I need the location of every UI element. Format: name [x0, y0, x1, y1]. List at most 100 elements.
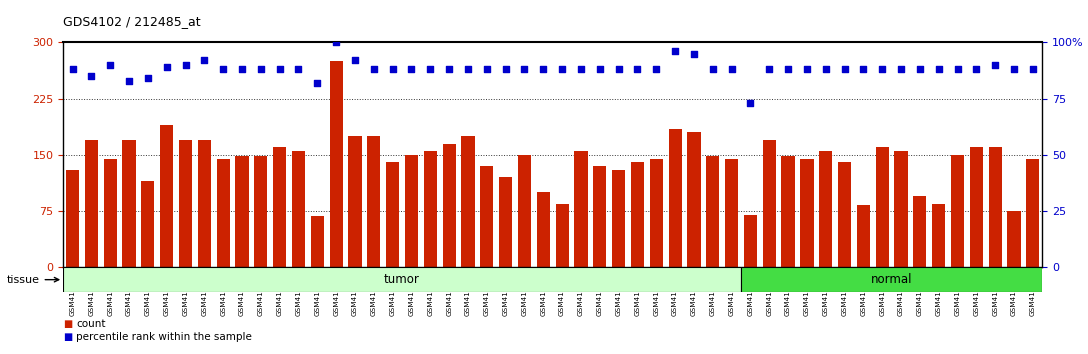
Point	[309, 80, 326, 86]
Text: percentile rank within the sample: percentile rank within the sample	[76, 332, 252, 342]
Bar	[386, 162, 399, 267]
Point	[874, 67, 891, 72]
Bar	[405, 155, 418, 267]
Bar	[198, 140, 211, 267]
Bar	[217, 159, 230, 267]
Point	[1024, 67, 1041, 72]
Bar	[969, 147, 982, 267]
Point	[403, 67, 420, 72]
Bar	[66, 170, 79, 267]
Point	[384, 67, 401, 72]
Bar	[235, 156, 248, 267]
Point	[516, 67, 533, 72]
Text: ■: ■	[63, 332, 73, 342]
Point	[233, 67, 250, 72]
Point	[892, 67, 910, 72]
Bar	[348, 136, 361, 267]
Bar	[518, 155, 531, 267]
Bar	[330, 61, 343, 267]
Point	[610, 67, 628, 72]
Bar	[1026, 159, 1039, 267]
Point	[722, 67, 740, 72]
Bar	[574, 151, 588, 267]
Point	[252, 67, 270, 72]
Point	[987, 62, 1004, 68]
Point	[459, 67, 477, 72]
Point	[572, 67, 590, 72]
Bar	[781, 156, 794, 267]
Point	[214, 67, 232, 72]
Bar	[443, 144, 456, 267]
Point	[176, 62, 194, 68]
Point	[346, 58, 363, 63]
Bar	[989, 147, 1002, 267]
Bar	[85, 140, 98, 267]
Point	[704, 67, 721, 72]
Point	[289, 67, 307, 72]
Point	[967, 67, 985, 72]
Bar	[744, 215, 757, 267]
Point	[666, 48, 683, 54]
Point	[949, 67, 966, 72]
Point	[836, 67, 853, 72]
Point	[534, 67, 552, 72]
Point	[139, 76, 157, 81]
Bar	[951, 155, 964, 267]
Text: GDS4102 / 212485_at: GDS4102 / 212485_at	[63, 15, 200, 28]
Bar	[838, 162, 851, 267]
Point	[685, 51, 703, 57]
Bar	[932, 204, 945, 267]
Point	[554, 67, 571, 72]
Point	[478, 67, 495, 72]
Bar	[593, 166, 606, 267]
Bar	[255, 156, 268, 267]
Point	[591, 67, 608, 72]
Point	[799, 67, 816, 72]
Text: ■: ■	[63, 319, 73, 329]
Bar	[461, 136, 474, 267]
Bar	[668, 129, 682, 267]
Bar	[292, 151, 305, 267]
Bar	[763, 140, 776, 267]
Point	[327, 40, 345, 45]
Bar	[631, 162, 644, 267]
Bar	[819, 151, 832, 267]
Point	[83, 73, 100, 79]
Point	[855, 67, 873, 72]
Point	[911, 67, 928, 72]
Text: tumor: tumor	[384, 273, 420, 286]
Bar	[913, 196, 927, 267]
Bar	[311, 216, 324, 267]
Point	[158, 64, 175, 70]
Point	[196, 58, 213, 63]
Bar	[688, 132, 701, 267]
Point	[64, 67, 82, 72]
Point	[121, 78, 138, 84]
Bar	[480, 166, 493, 267]
Bar	[741, 267, 1042, 292]
Bar	[801, 159, 814, 267]
Point	[421, 67, 438, 72]
Bar	[556, 204, 569, 267]
Text: count: count	[76, 319, 106, 329]
Bar	[706, 156, 719, 267]
Point	[366, 67, 383, 72]
Bar	[178, 140, 193, 267]
Bar	[423, 151, 437, 267]
Bar	[123, 140, 136, 267]
Point	[441, 67, 458, 72]
Bar	[894, 151, 907, 267]
Bar	[103, 159, 116, 267]
Point	[101, 62, 119, 68]
Bar	[1007, 211, 1021, 267]
Point	[779, 67, 796, 72]
Bar	[725, 159, 738, 267]
Point	[497, 67, 515, 72]
Point	[761, 67, 778, 72]
Bar	[876, 147, 889, 267]
Bar	[368, 136, 381, 267]
Bar	[536, 192, 549, 267]
Bar	[141, 181, 154, 267]
Point	[1005, 67, 1023, 72]
Bar	[650, 159, 663, 267]
